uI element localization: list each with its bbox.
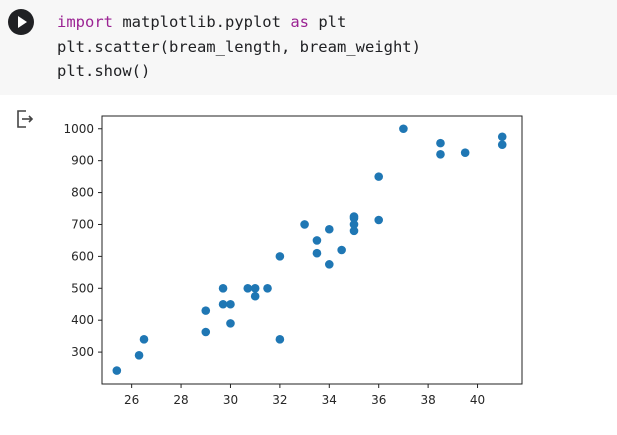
data-point <box>324 260 334 269</box>
data-point <box>134 350 144 360</box>
y-tick-label: 600 <box>71 249 94 263</box>
data-point <box>349 220 359 229</box>
data-point <box>218 283 228 293</box>
code-cell[interactable]: import matplotlib.pyplot as plt plt.scatt… <box>0 0 617 95</box>
code-token: matplotlib.pyplot <box>113 13 291 31</box>
data-point <box>436 149 445 159</box>
y-tick-label: 900 <box>71 154 94 168</box>
x-tick-label: 36 <box>371 393 386 407</box>
data-point <box>324 224 334 234</box>
code-editor[interactable]: import matplotlib.pyplot as plt plt.scatt… <box>57 10 421 84</box>
code-token: plt.show() <box>57 62 151 80</box>
data-point <box>263 283 272 293</box>
data-point <box>112 366 122 375</box>
x-tick-label: 30 <box>223 393 238 407</box>
data-point <box>201 306 211 315</box>
y-tick-label: 800 <box>71 186 94 200</box>
data-point <box>139 335 149 344</box>
y-tick-label: 700 <box>71 217 94 231</box>
code-token: plt <box>308 13 347 31</box>
x-tick-label: 32 <box>272 393 287 407</box>
code-token: plt.scatter(bream_length, bream_weight) <box>57 37 421 56</box>
data-point <box>275 335 285 344</box>
data-point <box>349 226 359 236</box>
data-point <box>436 138 445 148</box>
output-redirect-icon <box>17 110 34 128</box>
run-cell-button[interactable] <box>8 9 34 35</box>
x-tick-label: 26 <box>124 393 139 407</box>
data-point <box>300 220 309 229</box>
scatter-plot: 26 28 30 32 34 36 38 40 300 400 500 600 700 800 900 100… <box>63 115 523 407</box>
data-point <box>250 291 260 301</box>
data-point <box>349 213 359 223</box>
code-line: plt.scatter(bream_length, bream_weight) <box>57 35 421 60</box>
code-line: import matplotlib.pyplot as plt <box>57 10 421 35</box>
data-point <box>374 215 384 225</box>
x-tick-label: 38 <box>420 393 435 407</box>
play-icon <box>18 16 27 28</box>
data-point <box>374 172 384 181</box>
data-point <box>497 132 507 142</box>
plot-area <box>101 115 523 385</box>
data-point <box>312 236 322 245</box>
data-point <box>226 319 235 328</box>
code-keyword: import <box>57 13 113 31</box>
code-line: plt.show() <box>57 59 421 84</box>
y-tick-label: 500 <box>71 281 94 295</box>
data-point <box>218 299 228 309</box>
data-point <box>243 283 253 293</box>
data-point <box>312 248 322 258</box>
y-tick-label: 300 <box>71 345 94 359</box>
code-keyword: as <box>290 13 309 31</box>
data-point <box>460 148 470 157</box>
x-tick-label: 28 <box>173 393 188 407</box>
y-tick-label: 1000 <box>63 122 94 136</box>
x-tick-label: 34 <box>322 393 337 407</box>
data-point <box>399 124 408 134</box>
data-point <box>337 245 346 255</box>
data-point <box>226 299 235 309</box>
data-point <box>275 252 285 261</box>
data-point <box>201 327 211 337</box>
data-point <box>497 140 507 150</box>
y-tick-label: 400 <box>71 313 94 327</box>
data-point <box>250 283 260 293</box>
x-tick-label: 40 <box>470 393 485 407</box>
